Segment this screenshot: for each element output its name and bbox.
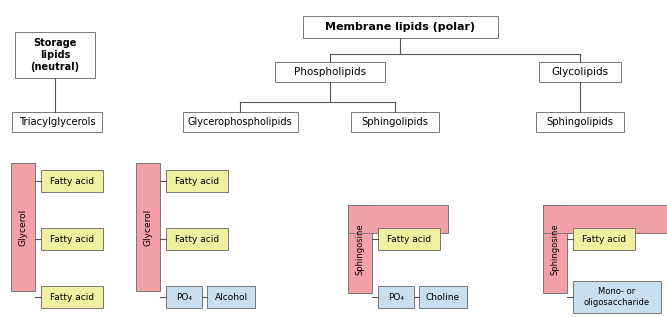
FancyBboxPatch shape <box>573 281 661 313</box>
FancyBboxPatch shape <box>15 32 95 78</box>
Text: PO₄: PO₄ <box>388 293 404 301</box>
FancyBboxPatch shape <box>11 163 35 291</box>
FancyBboxPatch shape <box>166 228 228 250</box>
Text: Fatty acid: Fatty acid <box>175 177 219 185</box>
Text: Fatty acid: Fatty acid <box>175 235 219 243</box>
FancyBboxPatch shape <box>539 62 621 82</box>
Text: Sphingolipids: Sphingolipids <box>362 117 428 127</box>
Text: PO₄: PO₄ <box>176 293 192 301</box>
Text: Triacylglycerols: Triacylglycerols <box>19 117 95 127</box>
Text: Fatty acid: Fatty acid <box>50 177 94 185</box>
FancyBboxPatch shape <box>183 112 297 132</box>
Text: Phospholipids: Phospholipids <box>294 67 366 77</box>
FancyBboxPatch shape <box>41 170 103 192</box>
Text: Storage
lipids
(neutral): Storage lipids (neutral) <box>31 38 79 72</box>
FancyBboxPatch shape <box>41 228 103 250</box>
Text: Fatty acid: Fatty acid <box>50 235 94 243</box>
FancyBboxPatch shape <box>573 228 635 250</box>
Text: Membrane lipids (polar): Membrane lipids (polar) <box>325 22 475 32</box>
FancyBboxPatch shape <box>136 163 160 291</box>
FancyBboxPatch shape <box>543 205 567 293</box>
FancyBboxPatch shape <box>536 112 624 132</box>
FancyBboxPatch shape <box>166 286 202 308</box>
FancyBboxPatch shape <box>348 205 372 293</box>
FancyBboxPatch shape <box>41 286 103 308</box>
FancyBboxPatch shape <box>348 205 448 233</box>
Text: Fatty acid: Fatty acid <box>50 293 94 301</box>
Text: Fatty acid: Fatty acid <box>387 235 431 243</box>
Text: Alcohol: Alcohol <box>214 293 247 301</box>
Text: Sphingosine: Sphingosine <box>356 223 364 275</box>
FancyBboxPatch shape <box>303 16 498 38</box>
FancyBboxPatch shape <box>12 112 102 132</box>
FancyBboxPatch shape <box>207 286 255 308</box>
Text: Glycerol: Glycerol <box>143 208 153 246</box>
FancyBboxPatch shape <box>378 286 414 308</box>
FancyBboxPatch shape <box>419 286 467 308</box>
Text: Fatty acid: Fatty acid <box>582 235 626 243</box>
Text: Choline: Choline <box>426 293 460 301</box>
Text: Sphingolipids: Sphingolipids <box>546 117 614 127</box>
FancyBboxPatch shape <box>543 205 667 233</box>
FancyBboxPatch shape <box>166 170 228 192</box>
Text: Sphingosine: Sphingosine <box>550 223 560 275</box>
Text: Glycerophospholipids: Glycerophospholipids <box>187 117 292 127</box>
Text: Glycolipids: Glycolipids <box>552 67 608 77</box>
Text: Mono- or
oligosaccharide: Mono- or oligosaccharide <box>584 287 650 307</box>
Text: Glycerol: Glycerol <box>19 208 27 246</box>
FancyBboxPatch shape <box>351 112 439 132</box>
FancyBboxPatch shape <box>275 62 385 82</box>
FancyBboxPatch shape <box>378 228 440 250</box>
